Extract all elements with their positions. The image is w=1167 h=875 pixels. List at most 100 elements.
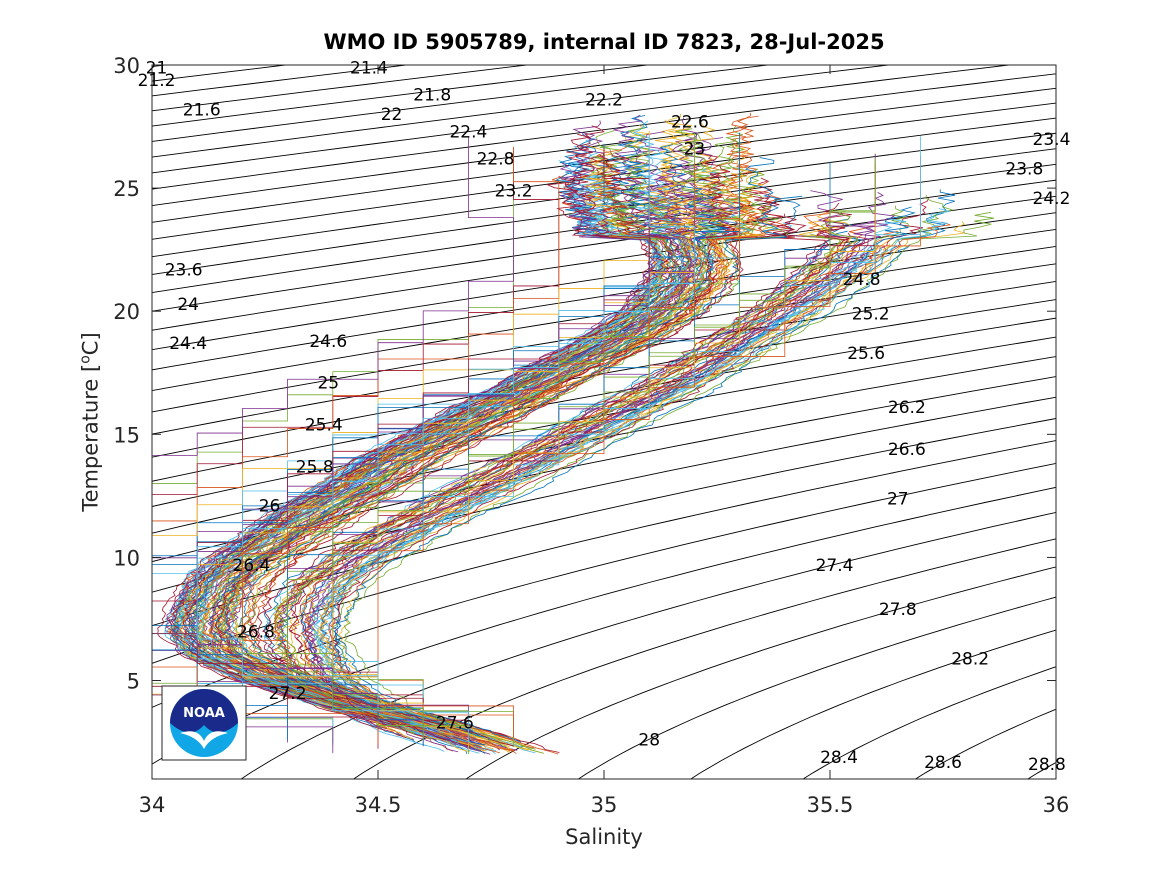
profile-line <box>221 130 723 731</box>
density-contour-25-2 <box>152 281 1056 435</box>
y-tick-label: 30 <box>113 54 140 78</box>
chart-title: WMO ID 5905789, internal ID 7823, 28-Jul… <box>323 30 885 54</box>
contour-label-26: 26 <box>259 497 281 517</box>
contour-label-21-8: 21.8 <box>413 86 451 106</box>
profile-step-line <box>196 135 695 743</box>
profile-line <box>208 164 695 736</box>
contour-label-22-2: 22.2 <box>585 90 623 110</box>
profile-line <box>300 225 874 726</box>
contour-label-23-4: 23.4 <box>1033 130 1071 150</box>
density-contour-28 <box>577 596 1056 779</box>
profile-line <box>179 153 674 734</box>
profile-line <box>323 208 950 732</box>
density-contour-26-6 <box>152 418 1056 627</box>
profile-line <box>227 200 751 748</box>
density-contour-27-4 <box>240 511 1056 779</box>
y-axis-label-sup: o <box>77 355 94 364</box>
y-axis-label-suffix: C] <box>78 332 103 356</box>
contour-label-24-4: 24.4 <box>169 334 207 354</box>
contour-label-22-8: 22.8 <box>477 150 515 170</box>
profile-line <box>276 190 851 753</box>
profile-step-line <box>332 162 876 750</box>
contour-label-23-2: 23.2 <box>495 182 533 202</box>
profile-line <box>272 210 859 735</box>
profile-line <box>289 202 852 741</box>
contour-label-24-8: 24.8 <box>843 270 881 290</box>
contour-label-24: 24 <box>177 295 199 315</box>
profile-step-line <box>377 156 921 739</box>
contour-label-21-2: 21.2 <box>138 71 176 91</box>
profile-step-line <box>152 137 514 754</box>
profile-line <box>198 147 695 734</box>
contour-label-28-2: 28.2 <box>951 649 989 669</box>
density-contour-22-8 <box>152 87 1056 207</box>
profile-line <box>274 213 826 740</box>
x-tick-label: 34.5 <box>355 793 402 817</box>
contour-label-22: 22 <box>381 105 403 125</box>
contour-label-27-2: 27.2 <box>269 684 307 704</box>
contour-label-25-2: 25.2 <box>852 305 890 325</box>
profile-line <box>169 120 664 742</box>
density-contour-28-4 <box>802 666 1056 779</box>
ticks: 34 34.5 35 35.5 36 5 10 15 20 25 30 <box>113 54 1069 817</box>
y-axis-label: Temperature [oC] <box>78 332 103 511</box>
contour-label-23: 23 <box>684 140 706 160</box>
contour-label-21-6: 21.6 <box>183 100 221 120</box>
y-tick-label: 10 <box>113 546 140 570</box>
contour-label-27-8: 27.8 <box>879 600 917 620</box>
profile-line <box>223 137 737 741</box>
profile-line <box>316 238 891 736</box>
profile-line <box>177 205 661 748</box>
x-tick-label: 35.5 <box>807 793 854 817</box>
y-tick-label: 5 <box>127 670 140 694</box>
profile-line <box>191 200 680 743</box>
profile-line <box>199 155 708 748</box>
profile-line <box>223 172 744 744</box>
contour-label-26-2: 26.2 <box>888 398 926 418</box>
contour-label-25: 25 <box>317 374 339 394</box>
logo-text: NOAA <box>183 706 225 721</box>
profile-line <box>199 124 691 726</box>
contour-label-25-8: 25.8 <box>296 457 334 477</box>
profile-line <box>271 245 829 728</box>
profile-line <box>330 189 956 749</box>
contour-label-21-4: 21.4 <box>350 58 388 78</box>
x-tick-label: 35 <box>591 793 618 817</box>
density-contour-22-6 <box>152 73 1056 190</box>
profile-line <box>214 192 728 732</box>
logo-top-half <box>170 689 238 733</box>
contour-label-27-6: 27.6 <box>436 713 474 733</box>
profile-line <box>290 219 854 753</box>
logo-gull <box>180 731 228 749</box>
density-contour-23-8 <box>152 163 1056 294</box>
density-contour-26-2 <box>152 376 1056 563</box>
profile-line <box>179 159 669 734</box>
density-contour-28-2 <box>689 629 1056 779</box>
y-axis-label-prefix: Temperature [ <box>78 363 103 512</box>
profile-line <box>334 244 910 748</box>
x-tick-label: 34 <box>139 793 166 817</box>
contour-label-22-6: 22.6 <box>671 113 709 133</box>
profile-line <box>217 150 745 731</box>
density-contour-26 <box>152 356 1056 534</box>
contour-label-27-4: 27.4 <box>816 556 854 576</box>
x-tick-label: 36 <box>1043 793 1070 817</box>
contour-label-28-6: 28.6 <box>924 753 962 773</box>
density-contour-27-6 <box>352 538 1056 779</box>
profile-line <box>271 260 829 729</box>
contour-label-28: 28 <box>638 731 660 751</box>
contour-label-21: 21 <box>146 58 168 78</box>
x-axis-label: Salinity <box>565 825 643 849</box>
profile-step-line <box>152 132 740 740</box>
contour-label-28-8: 28.8 <box>1028 755 1066 775</box>
profile-line <box>288 222 849 728</box>
contour-label-28-4: 28.4 <box>820 748 858 768</box>
profile-step-line <box>152 148 740 743</box>
contour-label-24-2: 24.2 <box>1033 189 1071 209</box>
profile-line <box>171 125 667 747</box>
contour-label-23-8: 23.8 <box>1005 159 1043 179</box>
density-contour-23-4 <box>152 132 1056 258</box>
y-tick-label: 20 <box>113 300 140 324</box>
